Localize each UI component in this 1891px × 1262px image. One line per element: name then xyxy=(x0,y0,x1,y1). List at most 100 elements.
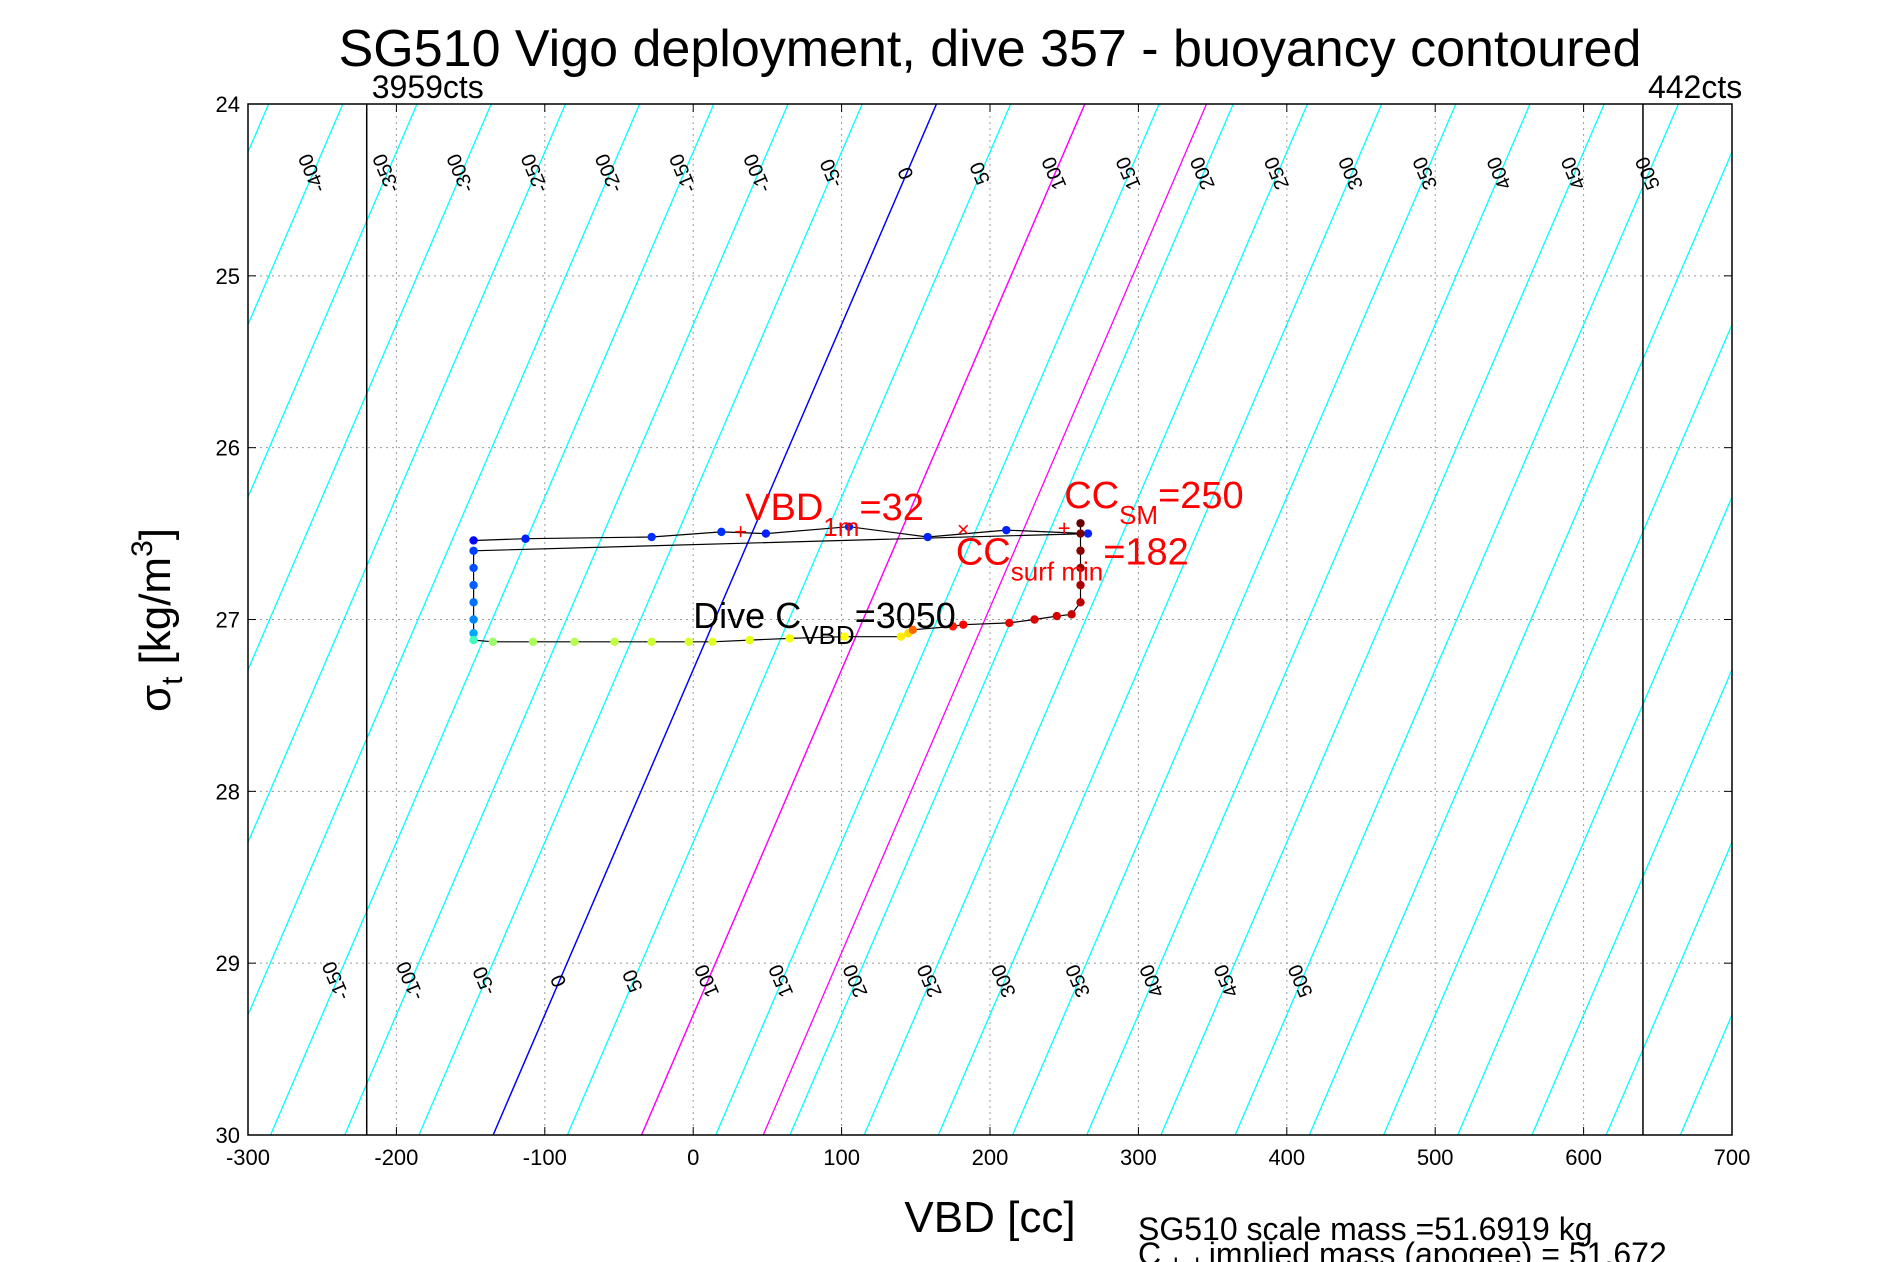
contour-line xyxy=(1160,104,1605,1135)
contour-label: 150 xyxy=(1112,153,1145,192)
limit-label: 3959cts xyxy=(372,69,484,105)
contour-label: -350 xyxy=(369,150,405,195)
data-point xyxy=(521,534,530,543)
contour-label: 450 xyxy=(1557,153,1590,192)
contour-line xyxy=(1605,840,1732,1135)
contour-line xyxy=(640,104,1086,1135)
contour-label: 300 xyxy=(987,961,1020,1000)
x-tick-label: -200 xyxy=(374,1145,418,1170)
data-point xyxy=(684,637,693,647)
x-tick-label: 400 xyxy=(1268,1145,1305,1170)
contour-label: 150 xyxy=(765,961,798,1000)
data-point xyxy=(948,622,958,631)
contour-lines xyxy=(0,104,1891,1135)
contour-label: -200 xyxy=(591,150,627,195)
footer-c: C xyxy=(1138,1236,1161,1262)
data-point xyxy=(844,522,854,531)
data-point xyxy=(745,635,754,645)
contour-label: 0 xyxy=(894,164,919,183)
data-point xyxy=(1076,598,1085,607)
y-tick-label: 30 xyxy=(216,1123,240,1148)
data-point xyxy=(610,637,619,647)
data-point xyxy=(1076,546,1085,555)
contour-line xyxy=(248,104,641,1017)
limit-label: 442cts xyxy=(1648,69,1742,105)
data-point xyxy=(528,637,538,647)
contour-line xyxy=(566,104,1012,1135)
annotation-cc-surf-min-main: CC xyxy=(956,532,1011,574)
contour-label: 400 xyxy=(1136,961,1169,1000)
contour-label: 50 xyxy=(966,158,995,187)
chart-title: SG510 Vigo deployment, dive 357 - buoyan… xyxy=(339,20,1642,78)
contour-line xyxy=(344,104,789,1135)
x-tick-label: 0 xyxy=(687,1145,699,1170)
contour-label: 300 xyxy=(1335,153,1368,192)
x-tick-label: -300 xyxy=(226,1145,270,1170)
y-axis-label-sub: t xyxy=(156,676,189,685)
contour-label: 200 xyxy=(1186,153,1219,192)
contour-label: -50 xyxy=(469,963,501,998)
annotation-cc-sm-sub: SM xyxy=(1119,500,1158,530)
marker: × xyxy=(957,517,970,542)
data-point xyxy=(908,625,918,635)
data-point xyxy=(469,580,478,590)
contour-label: 0 xyxy=(547,971,572,990)
contour-line xyxy=(248,104,567,844)
contour-label: -100 xyxy=(740,150,776,195)
contour-line xyxy=(492,104,938,1135)
x-tick-label: 500 xyxy=(1417,1145,1454,1170)
annotation-cc-sm-value: =250 xyxy=(1158,475,1244,517)
contour-line xyxy=(1755,104,1891,1135)
contour-label: 100 xyxy=(1038,153,1071,192)
contour-line xyxy=(1086,104,1531,1135)
contour-label: -150 xyxy=(666,150,702,195)
data-series xyxy=(469,519,1093,647)
y-tick-label: 27 xyxy=(216,608,240,633)
contour-label: 350 xyxy=(1062,961,1095,1000)
data-point xyxy=(1076,519,1085,528)
data-point xyxy=(708,637,717,647)
data-point xyxy=(896,632,906,641)
contour-line xyxy=(418,104,863,1135)
contour-label: 250 xyxy=(913,961,946,1000)
data-point xyxy=(959,620,968,629)
x-tick-label: 600 xyxy=(1565,1145,1602,1170)
data-point xyxy=(1067,610,1076,619)
contour-line xyxy=(715,104,1160,1135)
y-axis-label-unit: [kg/m xyxy=(131,557,180,665)
contour-label: 100 xyxy=(691,961,724,1000)
annotation-cc-surf-min: CCsurf min=182 xyxy=(956,532,1189,587)
annotation-dive-c-vbd-main: Dive C xyxy=(693,595,801,636)
contour-label: 400 xyxy=(1483,153,1516,192)
contour-line xyxy=(1308,150,1732,1135)
limit-lines: 3959cts 442cts xyxy=(365,69,1742,1135)
x-tick-label: -100 xyxy=(523,1145,567,1170)
contour-label: 500 xyxy=(1632,153,1665,192)
annotation-dive-c-vbd-sub: VBD xyxy=(801,620,854,650)
data-point xyxy=(717,527,726,537)
data-point xyxy=(1002,525,1011,535)
contour-line xyxy=(248,104,344,327)
marker: + xyxy=(734,519,747,544)
contour-line xyxy=(0,104,120,1135)
footer-vbd-sub: vbd xyxy=(1161,1254,1200,1262)
data-point xyxy=(647,637,656,647)
y-tick-label: 29 xyxy=(216,951,240,976)
x-tick-label: 300 xyxy=(1120,1145,1157,1170)
footer-implied-mass: Cvbd implied mass (apogee) = 51.672 xyxy=(1138,1236,1667,1262)
contour-line xyxy=(937,104,1383,1135)
data-point xyxy=(469,536,478,545)
contour-line xyxy=(1829,104,1891,1135)
data-point xyxy=(1083,529,1093,538)
contour-label: 350 xyxy=(1409,153,1442,192)
contour-label: -100 xyxy=(393,958,429,1003)
x-tick-label: 100 xyxy=(823,1145,860,1170)
data-point xyxy=(469,635,478,645)
data-point xyxy=(570,637,579,647)
data-point xyxy=(1005,618,1014,628)
x-axis: -300 -200 -100 0 100 200 300 400 500 600 700 xyxy=(226,104,1750,1170)
data-point xyxy=(840,632,849,641)
contour-label: 200 xyxy=(839,961,872,1000)
